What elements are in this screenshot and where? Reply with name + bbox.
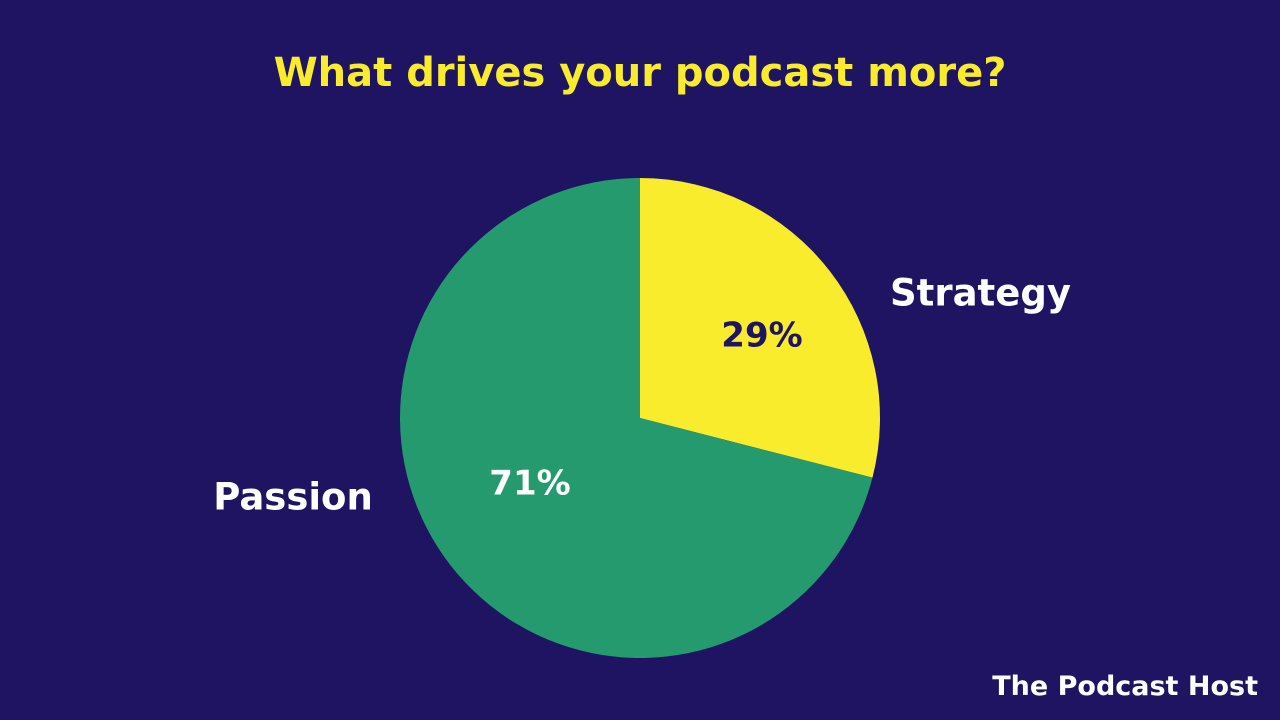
pie-labels: 29% Strategy 71% Passion xyxy=(213,272,1071,519)
pie-slice-strategy xyxy=(640,178,881,478)
pie-slice-passion xyxy=(400,178,873,658)
chart-title: What drives your podcast more? xyxy=(274,50,1007,96)
slice-category-label-passion: Passion xyxy=(213,476,373,519)
pie-slices xyxy=(400,178,881,658)
slice-value-label-passion: 71% xyxy=(489,464,570,504)
slice-category-label-strategy: Strategy xyxy=(890,272,1071,315)
slice-value-label-strategy: 29% xyxy=(721,316,802,356)
brand-logo: The Podcast Host xyxy=(992,671,1258,702)
